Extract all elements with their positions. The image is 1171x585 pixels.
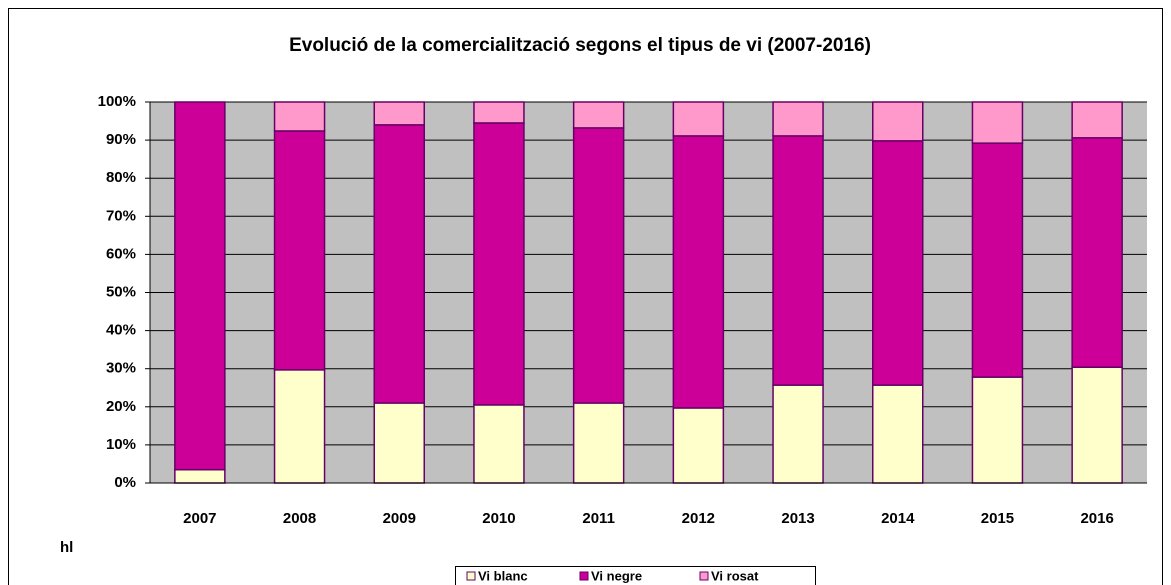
y-tick-label: 20% (106, 398, 136, 415)
chart-title: Evolució de la comercialització segons e… (289, 35, 871, 56)
y-tick-label: 0% (114, 474, 136, 491)
legend-label: Vi rosat (711, 568, 759, 583)
y-axis-label: hl (60, 539, 73, 556)
bar-segment (373, 101, 425, 126)
legend-swatch (579, 571, 589, 581)
bar-segment (273, 130, 326, 371)
legend-swatch (466, 571, 476, 581)
y-tick-label: 90% (106, 131, 136, 148)
y-tick-label: 70% (106, 207, 136, 224)
bar-segment (174, 468, 226, 484)
bar-segment (772, 101, 824, 137)
x-tick-label: 2016 (1080, 510, 1113, 527)
bar-segment (672, 407, 725, 484)
legend-box (455, 566, 816, 585)
x-tick-label: 2007 (183, 510, 216, 527)
bar-segment (672, 101, 725, 137)
x-tick-label: 2015 (981, 510, 1014, 527)
y-tick-label: 30% (106, 360, 136, 377)
bar-segment (273, 101, 326, 132)
y-tick-label: 40% (106, 322, 136, 339)
y-tick-label: 50% (106, 283, 136, 300)
bar-segment (971, 101, 1024, 144)
y-tick-label: 60% (106, 245, 136, 262)
legend-label: Vi blanc (478, 568, 528, 583)
x-tick-label: 2014 (881, 510, 915, 527)
x-tick-label: 2010 (482, 510, 515, 527)
bar-segment (1071, 101, 1123, 139)
bar-segment (174, 101, 226, 471)
bar-segment (971, 376, 1024, 484)
y-tick-label: 100% (98, 93, 136, 110)
bar-segment (1071, 137, 1123, 368)
bar-segment (572, 127, 625, 404)
bar-segment (373, 124, 425, 404)
legend-label: Vi negre (591, 568, 642, 583)
y-tick-label: 10% (106, 436, 136, 453)
bar-segment (473, 404, 525, 484)
bar-segment (872, 101, 924, 142)
bar-segment (1071, 366, 1123, 484)
bar-segment (772, 135, 824, 386)
y-tick-label: 80% (106, 169, 136, 186)
x-tick-label: 2008 (283, 510, 316, 527)
bar-segment (572, 402, 625, 484)
x-tick-label: 2009 (383, 510, 416, 527)
bar-segment (772, 384, 824, 484)
bar-segment (971, 142, 1024, 378)
x-tick-label: 2012 (682, 510, 715, 527)
bar-segment (373, 402, 425, 484)
bar-segment (473, 122, 525, 406)
x-tick-label: 2013 (781, 510, 814, 527)
legend-swatch (699, 571, 709, 581)
bar-segment (273, 369, 326, 484)
x-tick-label: 2011 (582, 510, 615, 527)
bar-segment (672, 135, 725, 409)
bar-segment (473, 101, 525, 124)
bar-segment (572, 101, 625, 129)
bar-segment (872, 384, 924, 484)
bar-segment (872, 140, 924, 386)
